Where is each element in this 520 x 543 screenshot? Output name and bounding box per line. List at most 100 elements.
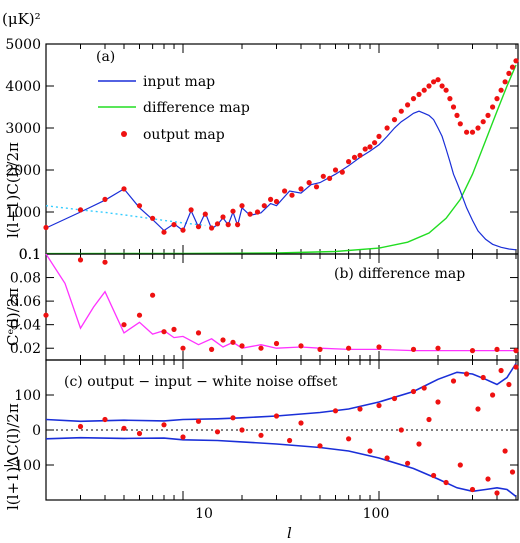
output-map-point [431, 79, 437, 85]
residual-point [77, 423, 84, 430]
y-tick-label: 4000 [5, 79, 41, 95]
panel-a-marks [43, 58, 519, 255]
output-map-point [320, 173, 326, 179]
panel-c-label: (c) output − input − white noise offset [64, 374, 338, 390]
residual-point [287, 437, 293, 444]
residual-point [485, 476, 491, 482]
output-map-point [498, 87, 504, 93]
difference-point [410, 346, 417, 352]
y-tick-label: 0 [32, 423, 41, 439]
output-map-point [313, 184, 320, 190]
output-map-point [450, 104, 457, 110]
residual-point [332, 408, 339, 414]
residual-point [509, 469, 516, 475]
output-map-point [282, 188, 288, 194]
panel-a-label: (a) [96, 49, 115, 65]
residual-point [494, 490, 500, 496]
output-map-point [195, 224, 202, 230]
output-map-point [502, 79, 508, 85]
residual-point [490, 392, 496, 398]
panel-c-ticks: −100 0 100 [3, 360, 518, 500]
output-map-point [457, 121, 463, 127]
difference-point [121, 322, 127, 328]
residual-point [431, 472, 437, 479]
top-unit-label: (μK)² [2, 10, 41, 28]
output-map-point [447, 96, 453, 102]
legend: input map difference map output map [98, 74, 250, 143]
output-map-point [235, 222, 241, 228]
output-map-point [469, 129, 476, 135]
x-tick-10: 10 [195, 506, 213, 522]
output-map-point [239, 203, 245, 209]
legend-output-label: output map [143, 127, 225, 143]
y-tick-label: 0.1 [19, 247, 41, 263]
output-map-point [494, 96, 500, 102]
residual-point [367, 448, 373, 454]
residual-point [136, 430, 143, 437]
y-tick-label: −100 [3, 458, 41, 474]
difference-point [220, 337, 226, 343]
output-map-point [372, 140, 378, 146]
residual-point [180, 434, 186, 440]
residual-point [376, 402, 382, 409]
output-map-point [439, 83, 445, 89]
difference-point [239, 343, 245, 349]
difference-point [209, 346, 215, 352]
residual-point [214, 429, 221, 435]
difference-point [171, 326, 177, 332]
difference-point [180, 345, 186, 351]
difference-point [195, 330, 202, 336]
output-map-point [77, 207, 84, 213]
output-map-point [180, 227, 186, 233]
output-map-point [298, 186, 304, 192]
output-map-point [509, 64, 516, 70]
output-map-point [475, 125, 481, 131]
output-map-point [214, 221, 221, 227]
output-map-point [289, 192, 295, 198]
output-map-point [306, 180, 312, 186]
y-tick-label: 0.1 [19, 247, 41, 263]
output-map-point [136, 203, 143, 209]
input-map-line [45, 110, 517, 251]
x-tick-100: 100 [363, 506, 390, 522]
residual-point [273, 413, 280, 419]
output-map-point [188, 207, 194, 213]
output-map-point [367, 144, 373, 150]
lower-envelope-line [45, 436, 517, 498]
y-tick-label: 0.08 [10, 271, 41, 287]
residual-point [398, 427, 404, 433]
residual-point [121, 425, 127, 431]
output-map-point [220, 214, 226, 220]
panel-b-label: (b) difference map [334, 266, 465, 282]
panel-b-ticks: 0.02 0.04 0.06 0.08 0.1 [10, 247, 518, 360]
difference-point [150, 292, 156, 298]
residual-point [502, 448, 508, 454]
residual-point [416, 441, 422, 447]
residual-point [498, 367, 504, 374]
y-tick-label: 2000 [5, 163, 41, 179]
output-map-point [362, 146, 368, 152]
residual-point [421, 385, 427, 391]
panel-b: 0.02 0.04 0.06 0.08 0.1 (b) difference map [10, 247, 519, 361]
output-map-point [150, 215, 156, 221]
residual-point [384, 455, 390, 461]
difference-point [273, 340, 280, 347]
difference-fit-line [45, 253, 516, 352]
residual-point [450, 378, 457, 384]
output-map-point [327, 175, 333, 181]
legend-difference-label: difference map [143, 100, 250, 116]
output-map-point [426, 83, 432, 89]
residual-point [435, 399, 441, 405]
residual-point [464, 371, 470, 377]
panel-c-marks [45, 363, 519, 498]
output-map-point [202, 211, 208, 217]
output-map-point [254, 209, 261, 215]
residual-point [161, 422, 167, 428]
output-map-point [376, 133, 382, 139]
output-map-point [485, 112, 491, 118]
difference-point [346, 345, 352, 351]
y-tick-label: 1000 [5, 205, 41, 221]
y-tick-label: 100 [14, 388, 41, 404]
panel-a-ylabel: l(l+1)C(l)/2π [4, 142, 22, 238]
